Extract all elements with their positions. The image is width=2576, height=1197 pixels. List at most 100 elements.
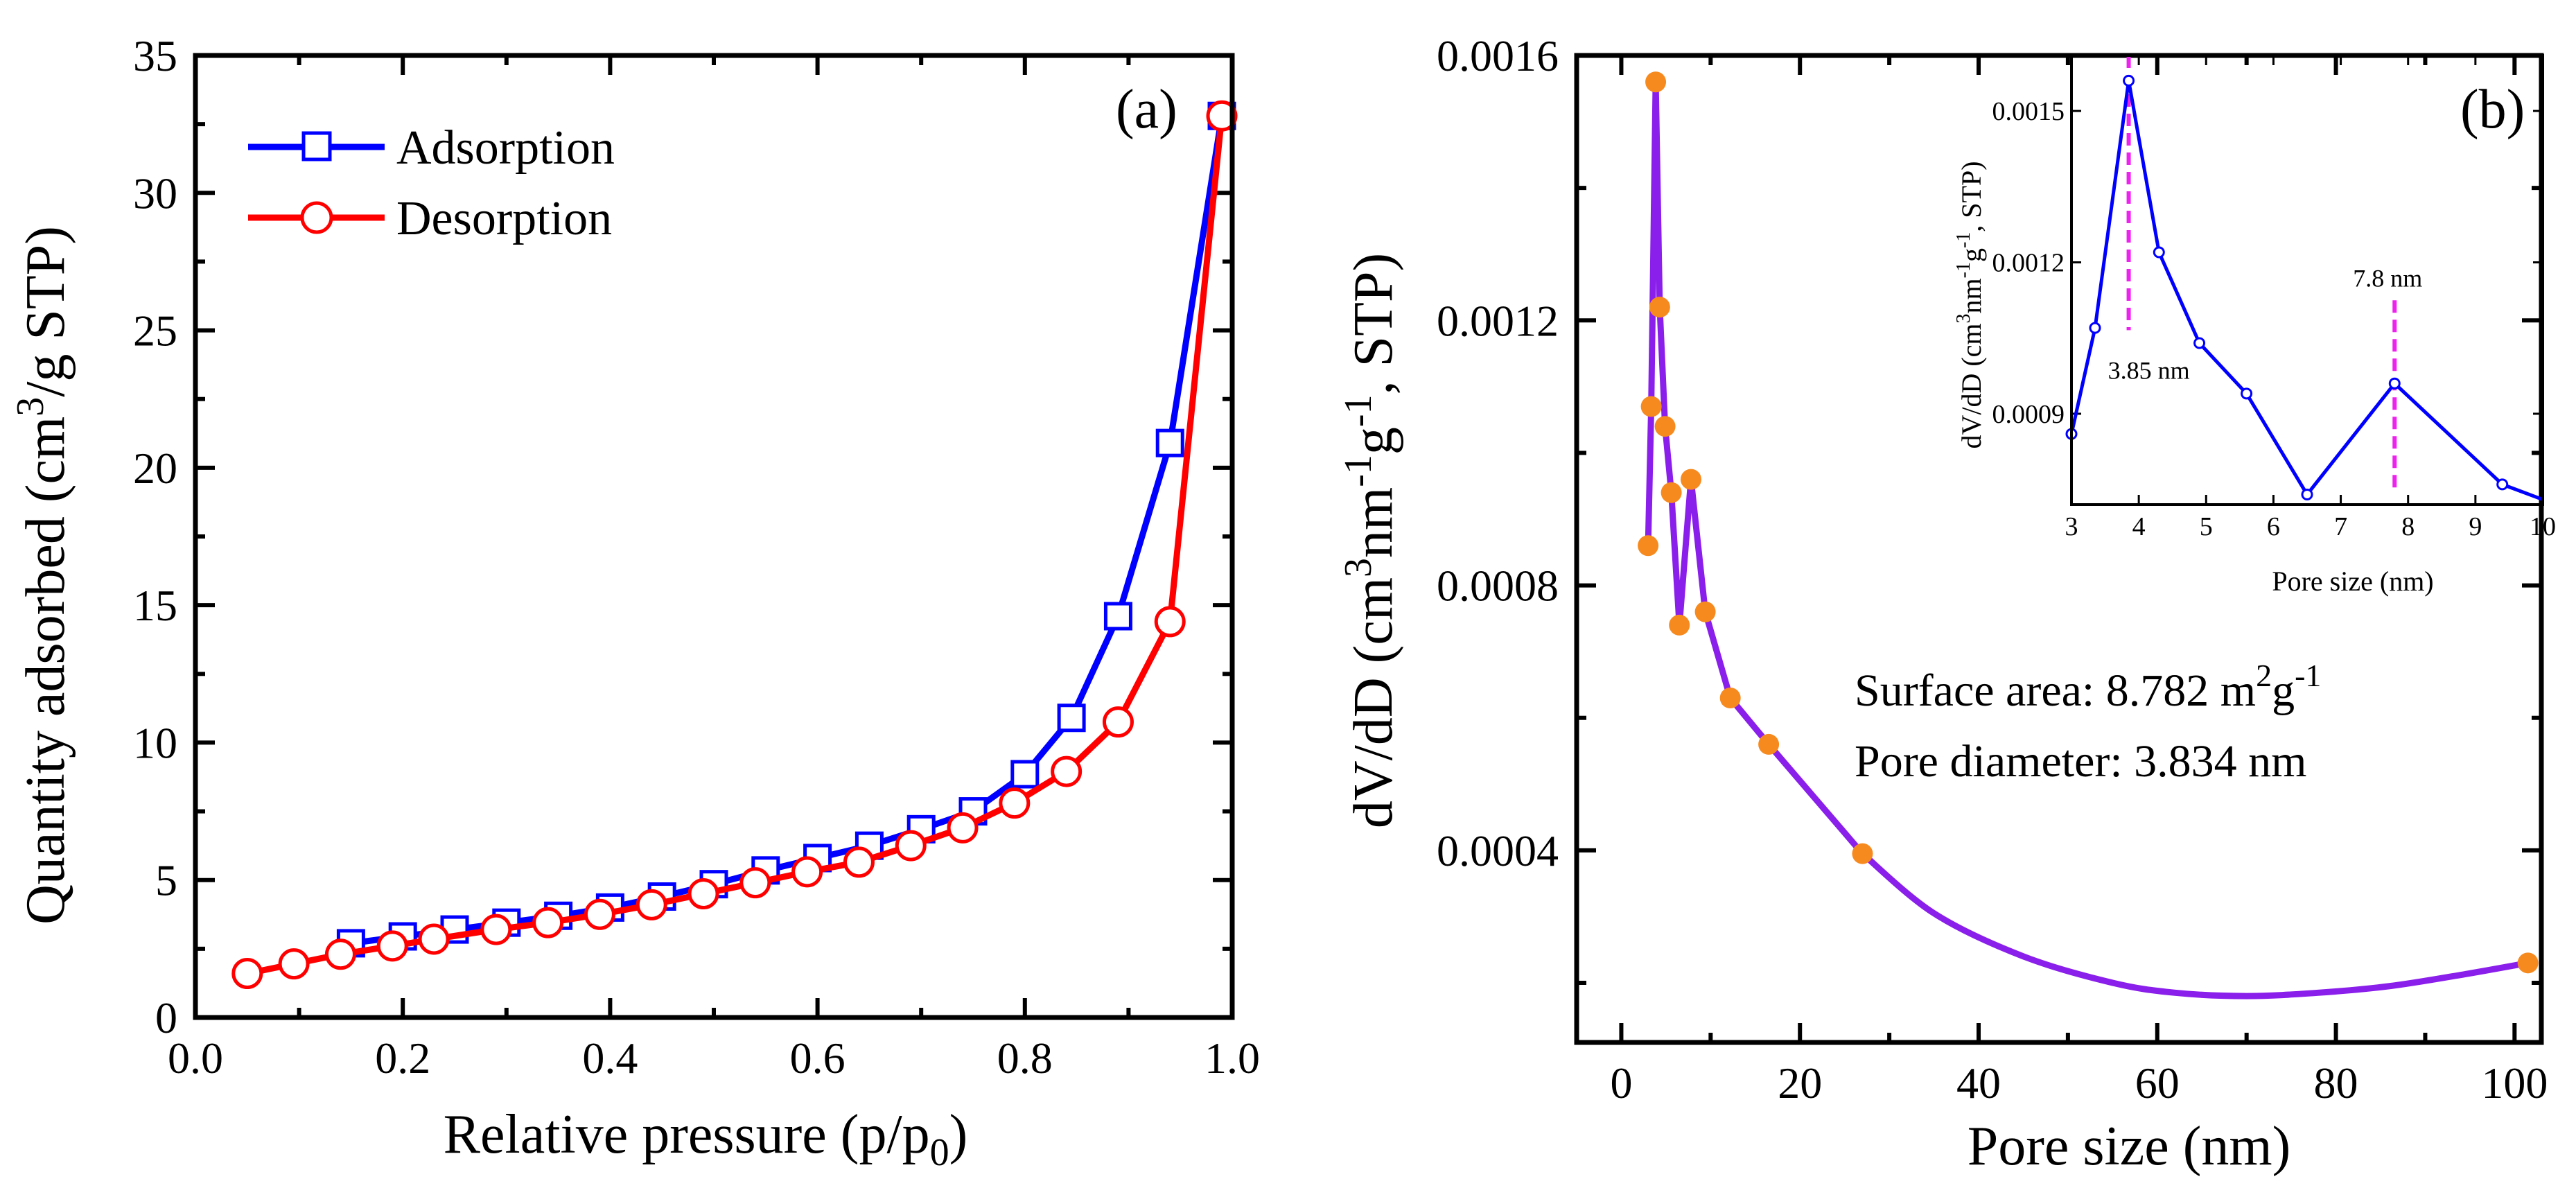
desorption-point [687,878,719,910]
panel-b-pore-size-chart: 0 20 40 60 80 100 0.0004 0.0008 0.0012 0.0016 Su… [1337,31,2556,1177]
panel-a-y-tick-labels: 0 5 10 15 20 25 30 35 [133,31,177,1042]
desorption-point [376,930,408,962]
x-tick-label: 4 [2132,512,2146,541]
pore-size-point [1640,396,1662,417]
y-tick-label: 30 [133,168,177,218]
x-tick-label: 0.0 [168,1033,223,1083]
y-tick-label: 20 [133,444,177,493]
legend-adsorption-marker [301,131,332,161]
desorption-point [1206,100,1238,132]
inset-point [2241,387,2253,400]
pore-size-point [1669,614,1690,636]
peak-marker-label: 7.8 nm [2353,264,2422,292]
desorption-point [895,830,927,862]
x-tick-label: 60 [2135,1058,2180,1108]
y-tick-label: 0.0004 [1437,826,1559,875]
pore-size-point [1649,297,1670,318]
panel-a-x-axis-title: Relative pressure (p/p0) [444,1104,968,1174]
inset-x-tick-labels: 3 4 5 6 7 8 9 10 [2065,512,2557,541]
y-tick-label: 5 [155,856,177,905]
y-tick-label: 0.0008 [1437,561,1559,611]
x-tick-label: 10 [2530,512,2556,541]
y-tick-label: 35 [133,31,177,80]
pore-size-distribution-tail [1860,851,2529,999]
desorption-point [1051,755,1083,787]
inset-point [2193,337,2206,349]
desorption-point [739,867,771,899]
x-tick-label: 80 [2314,1058,2358,1108]
pore-size-point [1680,469,1701,490]
y-tick-label: 10 [133,718,177,767]
y-tick-label: 0.0015 [1992,97,2065,126]
desorption-point [418,923,450,955]
desorption-point [231,958,263,990]
y-tick-label: 0.0012 [1992,249,2065,278]
inset-chart: 3.85 nm7.8 nm 3 4 5 6 7 8 9 10 0.00090.00120.00… [1953,54,2557,597]
x-tick-label: 0.2 [375,1033,430,1083]
inset-point [2153,246,2165,259]
inset-y-axis-title: dV/dD (cm3nm-1g-1, STP) [1953,161,1987,448]
x-tick-label: 8 [2401,512,2415,541]
desorption-point [1154,606,1186,638]
panel-a-y-axis-title: Quantity adsorbed (cm3/g STP) [9,226,76,925]
pore-size-point [1719,688,1741,709]
legend-desorption-label: Desorption [396,192,612,245]
desorption-line [246,115,1225,977]
x-tick-label: 20 [1778,1058,1822,1108]
panel-b-plot-frame [1574,53,2544,1045]
pore-size-distribution-line [1645,78,1865,856]
adsorption-point [1155,428,1184,457]
panel-b-x-axis-title: Pore size (nm) [1968,1116,2291,1177]
pore-size-point [1638,535,1659,557]
peak-marker-label: 3.85 nm [2108,356,2190,384]
y-tick-label: 25 [133,306,177,356]
desorption-point [636,889,667,920]
x-tick-label: 100 [2481,1058,2548,1108]
x-tick-label: 9 [2469,512,2482,541]
pore-size-distribution-points [1638,71,2539,974]
adsorption-point [1010,760,1040,789]
inset-distribution-line [2069,78,2543,502]
pore-size-point [2517,952,2539,974]
inset-point [2388,377,2401,390]
panel-b-x-tick-labels: 0 20 40 60 80 100 [1610,1058,2548,1108]
y-tick-label: 0.0016 [1437,31,1559,80]
x-tick-label: 5 [2200,512,2213,541]
x-tick-label: 0 [1610,1058,1632,1108]
desorption-point [584,898,615,930]
legend-desorption-marker [300,201,333,234]
surface-area-annotation: Surface area: 8.782 m2g-1 [1855,658,2321,716]
panel-a-label: (a) [1116,79,1177,140]
y-tick-label: 0 [155,993,177,1042]
inset-distribution-points [2065,74,2509,500]
pore-diameter-annotation: Pore diameter: 3.834 nm [1855,736,2307,787]
pore-size-point [1654,416,1676,437]
x-tick-label: 0.6 [790,1033,845,1083]
inset-point [2496,478,2509,491]
y-tick-label: 0.0009 [1992,400,2065,429]
panel-b-y-tick-labels: 0.0004 0.0008 0.0012 0.0016 [1437,31,1559,875]
panel-b-label: (b) [2460,79,2525,140]
x-tick-label: 0.4 [582,1033,638,1083]
desorption-point [843,846,875,878]
desorption-point [324,938,356,970]
pore-size-point [1694,601,1716,622]
pore-size-point [1852,843,1873,864]
x-tick-label: 3 [2065,512,2078,541]
desorption-point [791,856,823,888]
inset-peak-markers: 3.85 nm 7.8 nm [2108,55,2422,495]
desorption-point [278,948,310,980]
desorption-series [231,100,1238,990]
panel-b-y-axis-title: dV/dD (cm3nm-1g-1, STP) [1337,253,1404,828]
pore-size-point [1645,71,1667,93]
adsorption-point [1057,704,1086,733]
inset-y-tick-labels: 0.0009 0.0012 0.0015 [1992,97,2065,429]
desorption-point [1102,706,1134,738]
desorption-point [947,812,979,844]
panel-a-legend: Adsorption Desorption [248,121,615,245]
y-tick-label: 15 [133,581,177,630]
inset-point [2301,488,2313,500]
x-tick-label: 6 [2267,512,2280,541]
x-tick-label: 1.0 [1204,1033,1260,1083]
inset-plot-frame [2070,54,2544,506]
